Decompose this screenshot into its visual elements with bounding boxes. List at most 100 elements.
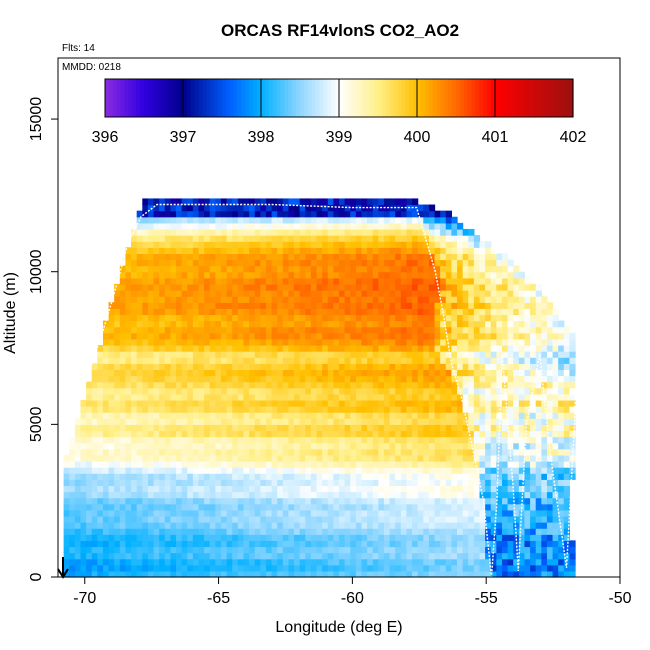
heatmap-cell xyxy=(153,406,160,413)
heatmap-cell xyxy=(310,424,318,432)
heatmap-cell xyxy=(86,418,93,425)
heatmap-cell xyxy=(412,308,419,316)
heatmap-cell xyxy=(434,259,441,267)
heatmap-cell xyxy=(535,570,542,578)
heatmap-cell xyxy=(378,399,385,407)
heatmap-cell xyxy=(400,351,408,358)
heatmap-cell xyxy=(97,460,104,468)
heatmap-cell xyxy=(530,338,537,346)
heatmap-cell xyxy=(131,308,138,316)
heatmap-cell xyxy=(119,277,127,285)
heatmap-cell xyxy=(400,296,408,303)
heatmap-cell xyxy=(400,515,408,523)
heatmap-cell xyxy=(119,479,127,487)
heatmap-cell xyxy=(417,473,424,480)
heatmap-cell xyxy=(361,216,368,224)
heatmap-cell xyxy=(187,522,194,529)
heatmap-cell xyxy=(159,357,166,364)
heatmap-cell xyxy=(181,454,188,462)
heatmap-cell xyxy=(395,406,402,413)
heatmap-cell xyxy=(473,290,481,297)
heatmap-cell xyxy=(260,406,267,413)
heatmap-cell xyxy=(243,357,250,364)
heatmap-cell xyxy=(412,418,419,425)
heatmap-cell xyxy=(428,570,436,578)
heatmap-cell xyxy=(367,357,374,364)
heatmap-cell xyxy=(501,534,509,541)
heatmap-cell xyxy=(271,442,278,450)
heatmap-cell xyxy=(176,473,183,480)
heatmap-cell xyxy=(541,473,548,480)
heatmap-cell xyxy=(412,320,419,328)
heatmap-cell xyxy=(142,302,149,309)
heatmap-cell xyxy=(310,448,318,456)
heatmap-cell xyxy=(147,412,155,419)
heatmap-cell xyxy=(445,290,452,297)
heatmap-cell xyxy=(170,332,177,340)
heatmap-cell xyxy=(136,485,143,493)
heatmap-cell xyxy=(350,296,357,303)
heatmap-cell xyxy=(131,430,138,438)
heatmap-cell xyxy=(513,357,520,364)
heatmap-cell xyxy=(378,332,385,340)
heatmap-cell xyxy=(271,528,278,535)
heatmap-cell xyxy=(479,277,486,285)
heatmap-cell xyxy=(288,515,295,523)
heatmap-cell xyxy=(361,558,368,566)
heatmap-cell xyxy=(327,320,334,328)
heatmap-cell xyxy=(530,473,537,480)
heatmap-cell xyxy=(288,509,295,517)
heatmap-cell xyxy=(102,357,110,364)
heatmap-cell xyxy=(153,387,160,395)
heatmap-cell xyxy=(74,552,82,560)
heatmap-cell xyxy=(170,308,177,316)
heatmap-cell xyxy=(451,338,458,346)
heatmap-cell xyxy=(372,412,379,419)
heatmap-cell xyxy=(176,406,183,413)
heatmap-cell xyxy=(473,259,481,267)
heatmap-cell xyxy=(552,320,559,328)
heatmap-cell xyxy=(569,381,576,389)
heatmap-cell xyxy=(524,540,531,548)
heatmap-cell xyxy=(423,369,430,377)
heatmap-cell xyxy=(142,290,149,297)
heatmap-cell xyxy=(473,344,481,352)
heatmap-cell xyxy=(406,406,413,413)
heatmap-cell xyxy=(507,351,514,358)
heatmap-cell xyxy=(513,290,520,297)
heatmap-cell xyxy=(524,442,531,450)
heatmap-cell xyxy=(434,326,441,334)
heatmap-cell xyxy=(479,522,486,529)
heatmap-cell xyxy=(271,271,278,279)
heatmap-cell xyxy=(159,204,166,212)
heatmap-cell xyxy=(378,430,385,438)
heatmap-cell xyxy=(327,454,334,462)
heatmap-cell xyxy=(434,247,441,254)
heatmap-cell xyxy=(367,283,374,291)
heatmap-cell xyxy=(277,491,284,499)
heatmap-cell xyxy=(451,247,458,254)
heatmap-cell xyxy=(131,479,138,487)
heatmap-cell xyxy=(322,479,329,487)
heatmap-cell xyxy=(423,326,430,334)
heatmap-cell xyxy=(277,216,284,224)
heatmap-cell xyxy=(159,332,166,340)
heatmap-cell xyxy=(271,259,278,267)
heatmap-cell xyxy=(215,497,222,505)
heatmap-cell xyxy=(271,228,278,236)
heatmap-cell xyxy=(265,210,273,218)
heatmap-cell xyxy=(518,570,526,578)
heatmap-cell xyxy=(552,460,559,468)
heatmap-cell xyxy=(339,320,346,328)
heatmap-cell xyxy=(181,570,188,578)
heatmap-cell xyxy=(176,436,183,444)
heatmap-cell xyxy=(434,406,441,413)
heatmap-cell xyxy=(271,497,278,505)
heatmap-cell xyxy=(417,369,424,377)
heatmap-cell xyxy=(159,528,166,535)
heatmap-cell xyxy=(114,296,121,303)
heatmap-cell xyxy=(552,314,559,322)
heatmap-cell xyxy=(181,314,188,322)
heatmap-cell xyxy=(541,369,548,377)
heatmap-cell xyxy=(232,302,239,309)
